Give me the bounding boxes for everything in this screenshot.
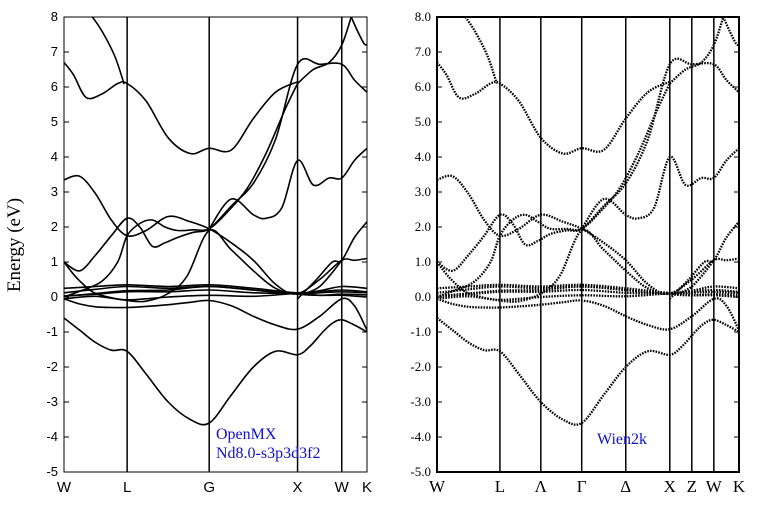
band-line-10 bbox=[437, 83, 671, 299]
y-tick-label: 6.0 bbox=[415, 79, 431, 94]
y-tick-label: 4.0 bbox=[415, 149, 431, 164]
band-line-7 bbox=[437, 228, 739, 303]
y-tick-label: -3 bbox=[46, 394, 58, 409]
y-tick-label: 8 bbox=[51, 9, 58, 24]
plot-frame bbox=[436, 16, 740, 473]
band-line-4 bbox=[437, 285, 739, 295]
y-tick-label: -4 bbox=[46, 429, 58, 444]
x-tick-label: X bbox=[293, 479, 303, 496]
y-tick-label: 5.0 bbox=[415, 114, 431, 129]
y-tick-label: 8.0 bbox=[415, 9, 431, 24]
y-tick-label: -5 bbox=[46, 464, 58, 479]
band-line-12 bbox=[208, 147, 367, 230]
y-tick-label: -1 bbox=[46, 324, 58, 339]
band-line-8 bbox=[64, 57, 367, 272]
band-line-16 bbox=[350, 17, 367, 46]
x-tick-label: W bbox=[335, 479, 350, 496]
band-line-15 bbox=[296, 17, 352, 85]
wien2k-panel: -5.0 -4.0 -3.0 -2.0 -1.0 0.0 1.0 2.0 3.0 4.0 5.0 6.… bbox=[410, 9, 745, 496]
band-line-9 bbox=[64, 174, 343, 295]
x-tick-label: L bbox=[495, 477, 505, 496]
y-tick-label: -4.0 bbox=[410, 429, 431, 444]
y-tick-label: 3 bbox=[51, 184, 58, 199]
band-line-11 bbox=[437, 61, 671, 155]
y-tick-label: -2 bbox=[46, 359, 58, 374]
band-line-1 bbox=[64, 297, 367, 332]
y-tick-label: 2 bbox=[51, 219, 58, 234]
band-line-15 bbox=[669, 17, 725, 85]
x-tick-label: L bbox=[123, 479, 131, 496]
band-line-9 bbox=[437, 174, 715, 296]
band-line-5 bbox=[64, 283, 367, 294]
x-tick-label: Γ bbox=[577, 477, 587, 496]
band-line-16 bbox=[722, 17, 739, 47]
y-tick-label: 6 bbox=[51, 79, 58, 94]
x-tick-label: W bbox=[706, 477, 723, 496]
band-line-7 bbox=[64, 229, 367, 303]
x-tick-label: W bbox=[57, 479, 72, 496]
y-tick-label: 1.0 bbox=[415, 254, 431, 269]
y-tick-label: -2.0 bbox=[410, 359, 431, 374]
y-tick-label: -1.0 bbox=[410, 324, 431, 339]
band-line-3 bbox=[64, 289, 367, 297]
band-line-12 bbox=[580, 147, 739, 230]
x-tick-label: Λ bbox=[535, 477, 548, 496]
y-tick-label: 2.0 bbox=[415, 219, 431, 234]
y-axis-label: Energy (eV) bbox=[4, 198, 25, 292]
y-tick-label: 7.0 bbox=[415, 44, 431, 59]
x-tick-label: Δ bbox=[620, 477, 631, 496]
y-tick-label: 5 bbox=[51, 114, 58, 129]
band-line-3 bbox=[437, 288, 739, 298]
y-tick-label: -3.0 bbox=[410, 394, 431, 409]
band-line-6 bbox=[437, 285, 739, 298]
band-line-0 bbox=[437, 317, 739, 426]
y-tick-label: 7 bbox=[51, 44, 58, 59]
x-tick-label: W bbox=[429, 477, 446, 496]
y-tick-label: -5.0 bbox=[410, 464, 431, 479]
band-line-11 bbox=[64, 61, 299, 155]
band-line-14 bbox=[91, 17, 125, 85]
method-annotation: Wien2k bbox=[597, 431, 647, 448]
y-tick-label: 0.0 bbox=[415, 289, 431, 304]
x-tick-label: Z bbox=[687, 477, 697, 496]
plot-frame bbox=[63, 16, 368, 473]
y-tick-label: 1 bbox=[51, 254, 58, 269]
band-line-8 bbox=[437, 57, 739, 272]
band-line-6 bbox=[64, 285, 367, 298]
y-tick-label: 0 bbox=[51, 289, 58, 304]
band-line-13 bbox=[296, 220, 367, 300]
band-line-5 bbox=[437, 283, 739, 295]
x-tick-label: K bbox=[733, 477, 746, 496]
band-line-10 bbox=[64, 82, 299, 298]
x-tick-label: X bbox=[664, 477, 676, 496]
x-tick-label: G bbox=[203, 479, 215, 496]
y-tick-label: 4 bbox=[51, 149, 58, 164]
x-tick-label: K bbox=[362, 479, 372, 496]
y-tick-label: 3.0 bbox=[415, 184, 431, 199]
band-line-0 bbox=[64, 317, 367, 426]
method-annotation: OpenMX bbox=[216, 426, 277, 443]
method-annotation: Nd8.0-s3p3d3f2 bbox=[216, 445, 320, 462]
band-line-1 bbox=[437, 297, 739, 331]
band-line-14 bbox=[464, 17, 498, 84]
